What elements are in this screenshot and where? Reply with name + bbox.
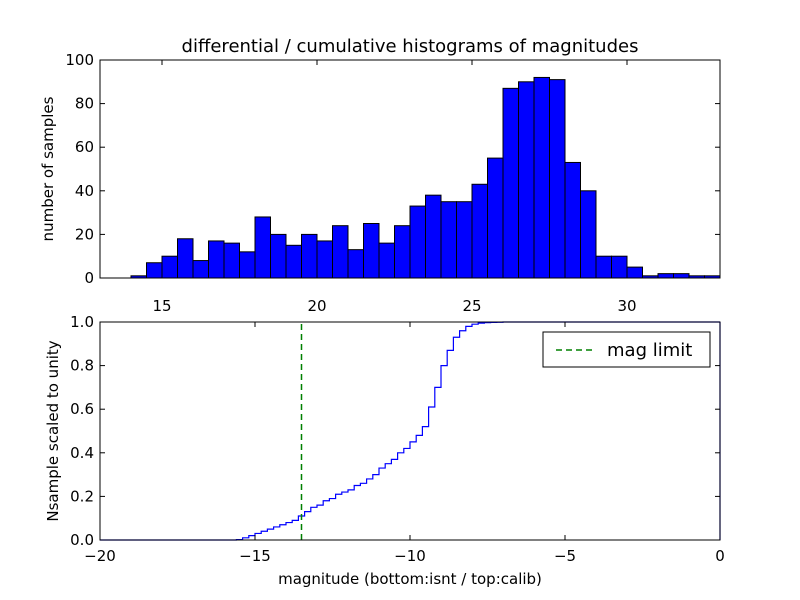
cumulative-chart: −20 −15 −10 −5 0 0.0 0.2 0.4 0.6 0.8 1.0 magnitude… bbox=[44, 313, 725, 588]
histogram-frame bbox=[99, 59, 721, 279]
histogram-bars bbox=[130, 76, 721, 279]
y-tick-label: 0 bbox=[84, 269, 94, 287]
histogram-bar bbox=[363, 223, 380, 279]
cumulative-step-line bbox=[100, 321, 720, 541]
histogram-bar bbox=[409, 205, 426, 279]
histogram-bar bbox=[332, 225, 349, 279]
y-tick-label: 0.4 bbox=[70, 444, 94, 462]
histogram-bar bbox=[564, 161, 581, 279]
x-tick-label: −10 bbox=[394, 547, 426, 565]
chart-title: differential / cumulative histograms of … bbox=[182, 36, 639, 57]
cumulative-x-axis-label: magnitude (bottom:isnt / top:calib) bbox=[278, 570, 542, 588]
y-tick-label: 20 bbox=[75, 225, 94, 243]
x-tick-label: 30 bbox=[617, 297, 636, 315]
histogram-bar bbox=[626, 266, 643, 279]
y-tick-label: 0.0 bbox=[70, 531, 94, 549]
histogram-bar bbox=[673, 273, 690, 279]
histogram-bar bbox=[518, 81, 535, 279]
histogram-bar bbox=[208, 240, 225, 279]
histogram-bar bbox=[161, 255, 178, 279]
histogram-bar bbox=[502, 87, 519, 279]
histogram-bar bbox=[254, 216, 271, 279]
y-tick-label: 100 bbox=[65, 51, 94, 69]
histogram-bar bbox=[595, 255, 612, 279]
cumulative-y-axis-label: Nsample scaled to unity bbox=[44, 340, 62, 521]
y-tick-label: 60 bbox=[75, 138, 94, 156]
histogram-bar bbox=[611, 255, 628, 279]
x-tick-label: −5 bbox=[554, 547, 576, 565]
y-tick-label: 1.0 bbox=[70, 313, 94, 331]
histogram-ticks: 15 20 25 30 0 20 40 60 80 100 bbox=[65, 51, 720, 315]
histogram-bar bbox=[487, 157, 504, 279]
x-tick-label: −20 bbox=[84, 547, 116, 565]
y-tick-label: 40 bbox=[75, 182, 94, 200]
x-tick-label: 15 bbox=[152, 297, 171, 315]
histogram-bar bbox=[394, 225, 411, 279]
histogram-bar bbox=[533, 76, 550, 279]
histogram-bar bbox=[146, 262, 163, 279]
histogram-bar bbox=[549, 79, 566, 279]
x-tick-label: 25 bbox=[462, 297, 481, 315]
histogram-bar bbox=[347, 249, 364, 279]
legend-label-mag-limit: mag limit bbox=[607, 340, 692, 361]
x-tick-label: −15 bbox=[239, 547, 271, 565]
histogram-bar bbox=[192, 260, 209, 279]
x-tick-label: 20 bbox=[307, 297, 326, 315]
histogram-bar bbox=[223, 242, 240, 279]
histogram-bar bbox=[440, 201, 457, 279]
cumulative-ticks: −20 −15 −10 −5 0 0.0 0.2 0.4 0.6 0.8 1.0 bbox=[70, 313, 725, 565]
histogram-bar bbox=[378, 242, 395, 279]
legend: mag limit bbox=[542, 331, 711, 368]
x-tick-label: 0 bbox=[715, 547, 725, 565]
histogram-chart: differential / cumulative histograms of … bbox=[39, 36, 721, 315]
histogram-bar bbox=[270, 233, 287, 279]
histogram-bar bbox=[285, 244, 302, 279]
histogram-bar bbox=[177, 238, 194, 279]
histogram-bar bbox=[657, 273, 674, 279]
histogram-y-axis-label: number of samples bbox=[39, 96, 57, 241]
histogram-bar bbox=[471, 183, 488, 279]
histogram-bar bbox=[425, 194, 442, 279]
histogram-bar bbox=[456, 201, 473, 279]
y-tick-label: 0.6 bbox=[70, 400, 94, 418]
histogram-bar bbox=[239, 251, 256, 279]
y-tick-label: 80 bbox=[75, 95, 94, 113]
histogram-bar bbox=[316, 240, 333, 279]
y-tick-label: 0.8 bbox=[70, 357, 94, 375]
histogram-bar bbox=[580, 190, 597, 279]
cumulative-frame bbox=[99, 321, 721, 541]
histogram-bar bbox=[301, 233, 318, 279]
y-tick-label: 0.2 bbox=[70, 487, 94, 505]
